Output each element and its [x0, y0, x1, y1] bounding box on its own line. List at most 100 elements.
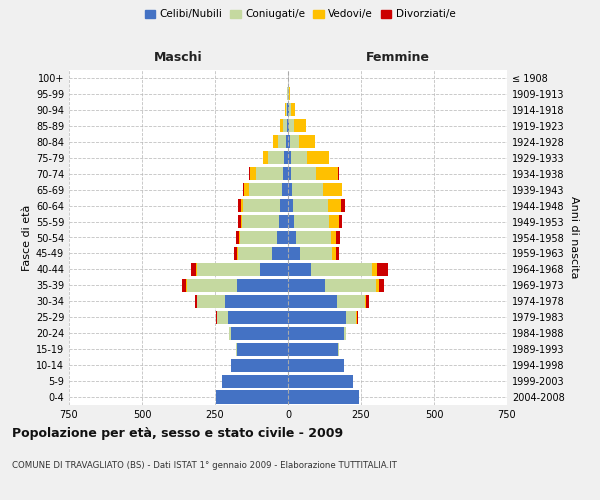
Bar: [238, 199, 241, 212]
Bar: [237, 279, 288, 292]
Bar: [288, 263, 311, 276]
Bar: [339, 215, 343, 228]
Bar: [288, 390, 359, 404]
Bar: [272, 247, 288, 260]
Bar: [291, 104, 295, 117]
Bar: [332, 247, 336, 260]
Bar: [241, 215, 242, 228]
Bar: [182, 279, 187, 292]
Bar: [260, 263, 288, 276]
Bar: [234, 247, 237, 260]
Bar: [366, 295, 370, 308]
Bar: [288, 167, 291, 180]
Bar: [311, 263, 372, 276]
Bar: [341, 199, 345, 212]
Bar: [187, 279, 237, 292]
Bar: [281, 183, 288, 196]
Bar: [196, 263, 197, 276]
Bar: [328, 199, 341, 212]
Bar: [336, 247, 340, 260]
Bar: [288, 326, 344, 340]
Bar: [280, 120, 283, 132]
Y-axis label: Anni di nascita: Anni di nascita: [569, 196, 579, 279]
Text: COMUNE DI TRAVAGLIATO (BS) - Dati ISTAT 1° gennaio 2009 - Elaborazione TUTTITALI: COMUNE DI TRAVAGLIATO (BS) - Dati ISTAT …: [12, 460, 397, 469]
Bar: [278, 135, 286, 148]
Bar: [288, 358, 344, 372]
Bar: [288, 183, 292, 196]
Bar: [295, 120, 305, 132]
Bar: [231, 326, 288, 340]
Bar: [376, 279, 379, 292]
Y-axis label: Fasce di età: Fasce di età: [22, 204, 32, 270]
Bar: [291, 167, 316, 180]
Bar: [250, 167, 256, 180]
Bar: [329, 215, 339, 228]
Bar: [238, 247, 272, 260]
Bar: [300, 247, 332, 260]
Bar: [288, 151, 290, 164]
Bar: [292, 183, 323, 196]
Bar: [307, 151, 329, 164]
Bar: [323, 183, 342, 196]
Bar: [372, 263, 377, 276]
Bar: [288, 310, 346, 324]
Bar: [244, 183, 250, 196]
Text: Maschi: Maschi: [154, 52, 203, 64]
Bar: [194, 295, 197, 308]
Bar: [288, 247, 300, 260]
Bar: [286, 135, 288, 148]
Bar: [288, 374, 353, 388]
Bar: [289, 88, 290, 101]
Bar: [325, 279, 376, 292]
Bar: [242, 215, 278, 228]
Bar: [296, 231, 331, 244]
Bar: [283, 120, 287, 132]
Bar: [288, 279, 325, 292]
Bar: [344, 326, 346, 340]
Bar: [280, 199, 288, 212]
Bar: [379, 279, 384, 292]
Bar: [241, 231, 277, 244]
Bar: [237, 342, 288, 355]
Bar: [191, 263, 196, 276]
Bar: [295, 215, 329, 228]
Bar: [197, 263, 260, 276]
Bar: [288, 231, 296, 244]
Legend: Celibi/Nubili, Coniugati/e, Vedovi/e, Divorziati/e: Celibi/Nubili, Coniugati/e, Vedovi/e, Di…: [140, 5, 460, 24]
Bar: [290, 135, 299, 148]
Bar: [283, 167, 288, 180]
Bar: [278, 215, 288, 228]
Bar: [331, 231, 337, 244]
Bar: [250, 183, 281, 196]
Bar: [217, 310, 228, 324]
Bar: [377, 263, 388, 276]
Bar: [241, 199, 244, 212]
Bar: [288, 342, 338, 355]
Bar: [290, 151, 307, 164]
Bar: [249, 167, 250, 180]
Bar: [337, 231, 340, 244]
Bar: [229, 326, 231, 340]
Bar: [237, 247, 238, 260]
Bar: [244, 199, 280, 212]
Bar: [288, 120, 289, 132]
Bar: [238, 215, 241, 228]
Bar: [337, 295, 365, 308]
Bar: [357, 310, 358, 324]
Bar: [285, 104, 286, 117]
Bar: [225, 295, 288, 308]
Text: Femmine: Femmine: [365, 52, 430, 64]
Bar: [239, 231, 241, 244]
Bar: [277, 231, 288, 244]
Bar: [286, 104, 287, 117]
Bar: [215, 310, 217, 324]
Bar: [316, 167, 338, 180]
Bar: [197, 295, 225, 308]
Bar: [217, 390, 288, 404]
Bar: [231, 358, 288, 372]
Bar: [287, 120, 288, 132]
Bar: [284, 151, 288, 164]
Bar: [274, 135, 278, 148]
Bar: [288, 135, 290, 148]
Bar: [268, 151, 284, 164]
